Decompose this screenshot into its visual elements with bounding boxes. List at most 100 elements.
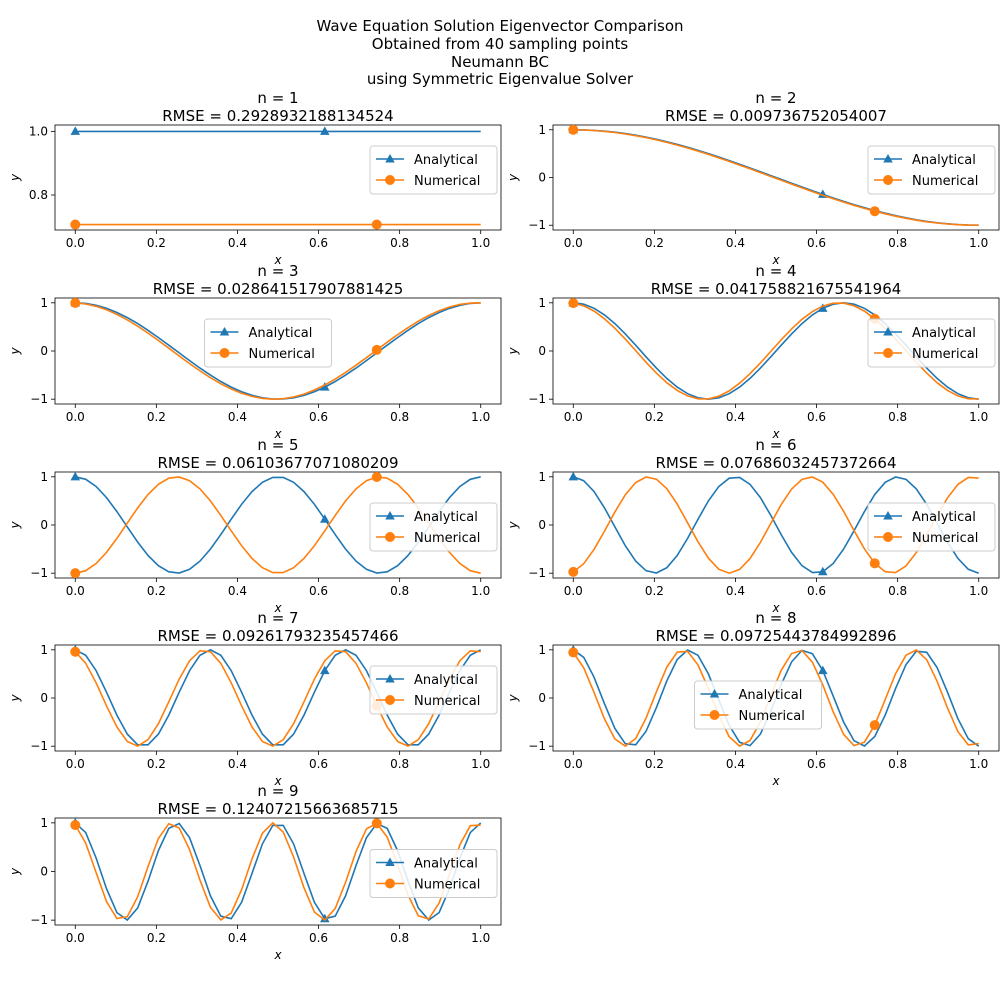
subplot-rmse: RMSE = 0.06103677071080209: [157, 454, 398, 472]
x-tick-label: 0.6: [807, 757, 826, 771]
figure-title-line-1: Wave Equation Solution Eigenvector Compa…: [316, 17, 683, 35]
series-marker-analytical: [818, 303, 828, 312]
series-marker-numerical: [70, 646, 81, 657]
legend-label-numerical: Numerical: [912, 347, 978, 362]
legend-label-analytical: Analytical: [739, 688, 803, 703]
series-marker-numerical: [371, 219, 382, 230]
y-tick-label: 1: [538, 643, 546, 657]
x-tick-label: 0.2: [645, 410, 664, 424]
y-tick-label: 1: [40, 296, 48, 310]
legend: Analytical Numerical: [867, 502, 996, 552]
legend-label-analytical: Analytical: [912, 326, 976, 341]
y-tick-label: −1: [528, 739, 546, 753]
x-tick-label: 0.6: [807, 236, 826, 250]
series-marker-numerical: [869, 206, 880, 217]
x-tick-label: 0.2: [645, 584, 664, 598]
subplot-title: n = 5: [257, 436, 298, 454]
x-tick-label: 0.8: [390, 757, 409, 771]
y-tick-label: 0: [40, 518, 48, 532]
y-axis-label: y: [506, 521, 520, 530]
legend-marker-analytical: [385, 154, 395, 163]
x-tick-label: 0.0: [66, 931, 85, 945]
x-tick-label: 0.2: [147, 931, 166, 945]
series-line-numerical: [74, 649, 481, 748]
legend: Analytical Numerical: [867, 318, 996, 368]
legend-box: [867, 318, 996, 368]
legend-label-numerical: Numerical: [414, 531, 480, 546]
series-marker-numerical: [568, 566, 579, 577]
y-tick-label: 1: [40, 643, 48, 657]
legend-label-analytical: Analytical: [414, 510, 478, 525]
y-axis-label: y: [8, 694, 22, 703]
series-marker-numerical: [371, 344, 382, 355]
legend-marker-numerical: [385, 695, 395, 705]
y-axis-label: y: [8, 347, 22, 356]
x-axis-label: x: [273, 253, 282, 267]
x-tick-label: 0.8: [390, 410, 409, 424]
x-axis-label: x: [771, 774, 780, 788]
axes-frame: [54, 124, 502, 231]
y-tick-label: 0: [40, 691, 48, 705]
series-line-numerical: [75, 476, 481, 574]
legend-marker-numerical: [883, 532, 893, 542]
series-marker-numerical: [568, 298, 579, 309]
y-tick-label: 0: [40, 865, 48, 879]
x-axis-label: x: [771, 601, 780, 615]
legend-marker-analytical: [883, 511, 893, 520]
legend: Analytical Numerical: [369, 145, 498, 195]
legend-label-analytical: Analytical: [414, 153, 478, 168]
x-tick-label: 0.2: [147, 236, 166, 250]
legend-marker-analytical: [883, 327, 893, 336]
subplot-title: n = 1: [257, 89, 298, 107]
x-tick-label: 0.6: [309, 236, 328, 250]
y-tick-label: −1: [528, 392, 546, 406]
legend-box: [369, 502, 498, 552]
y-tick-label: 1: [538, 296, 546, 310]
legend-label-numerical: Numerical: [249, 347, 315, 362]
y-axis-label: y: [8, 521, 22, 530]
series-marker-analytical: [70, 126, 81, 135]
x-tick-label: 1.0: [471, 757, 490, 771]
legend-label-numerical: Numerical: [912, 531, 978, 546]
x-tick-label: 0.0: [66, 236, 85, 250]
plot-area: [568, 125, 979, 226]
y-axis-label: y: [8, 173, 22, 182]
x-axis-label: x: [273, 948, 282, 962]
legend-label-numerical: Numerical: [414, 878, 480, 893]
x-tick-label: 0.4: [726, 410, 745, 424]
legend-box: [694, 680, 822, 730]
x-tick-label: 0.6: [807, 410, 826, 424]
x-tick-label: 0.6: [309, 757, 328, 771]
y-tick-label: −1: [30, 739, 48, 753]
x-axis-label: x: [771, 253, 780, 267]
subplot-rmse: RMSE = 0.12407215663685715: [157, 800, 398, 818]
subplot-rmse: RMSE = 0.07686032457372664: [655, 454, 896, 472]
x-tick-label: 0.4: [228, 757, 247, 771]
figure-title-line-3: Neumann BC: [451, 53, 549, 71]
subplot-title: n = 3: [257, 262, 298, 280]
legend-box: [369, 665, 498, 715]
x-tick-label: 0.6: [309, 931, 328, 945]
legend-box: [204, 318, 332, 368]
plot-area: [70, 298, 481, 401]
series-marker-analytical: [320, 126, 330, 135]
series-marker-numerical: [869, 720, 880, 731]
legend-box: [867, 145, 996, 195]
figure-title: Wave Equation Solution Eigenvector Compa…: [316, 17, 683, 88]
subplot-title: n = 4: [755, 262, 796, 280]
series-marker-analytical: [320, 514, 330, 523]
x-tick-label: 0.4: [228, 584, 247, 598]
y-tick-label: 1: [538, 470, 546, 484]
x-tick-label: 0.0: [66, 410, 85, 424]
series-marker-analytical: [70, 472, 81, 481]
x-tick-label: 1.0: [969, 584, 988, 598]
legend-box: [867, 502, 996, 552]
legend-label-numerical: Numerical: [414, 694, 480, 709]
x-tick-label: 0.4: [726, 236, 745, 250]
x-tick-label: 0.2: [147, 410, 166, 424]
series-marker-numerical: [70, 568, 81, 578]
